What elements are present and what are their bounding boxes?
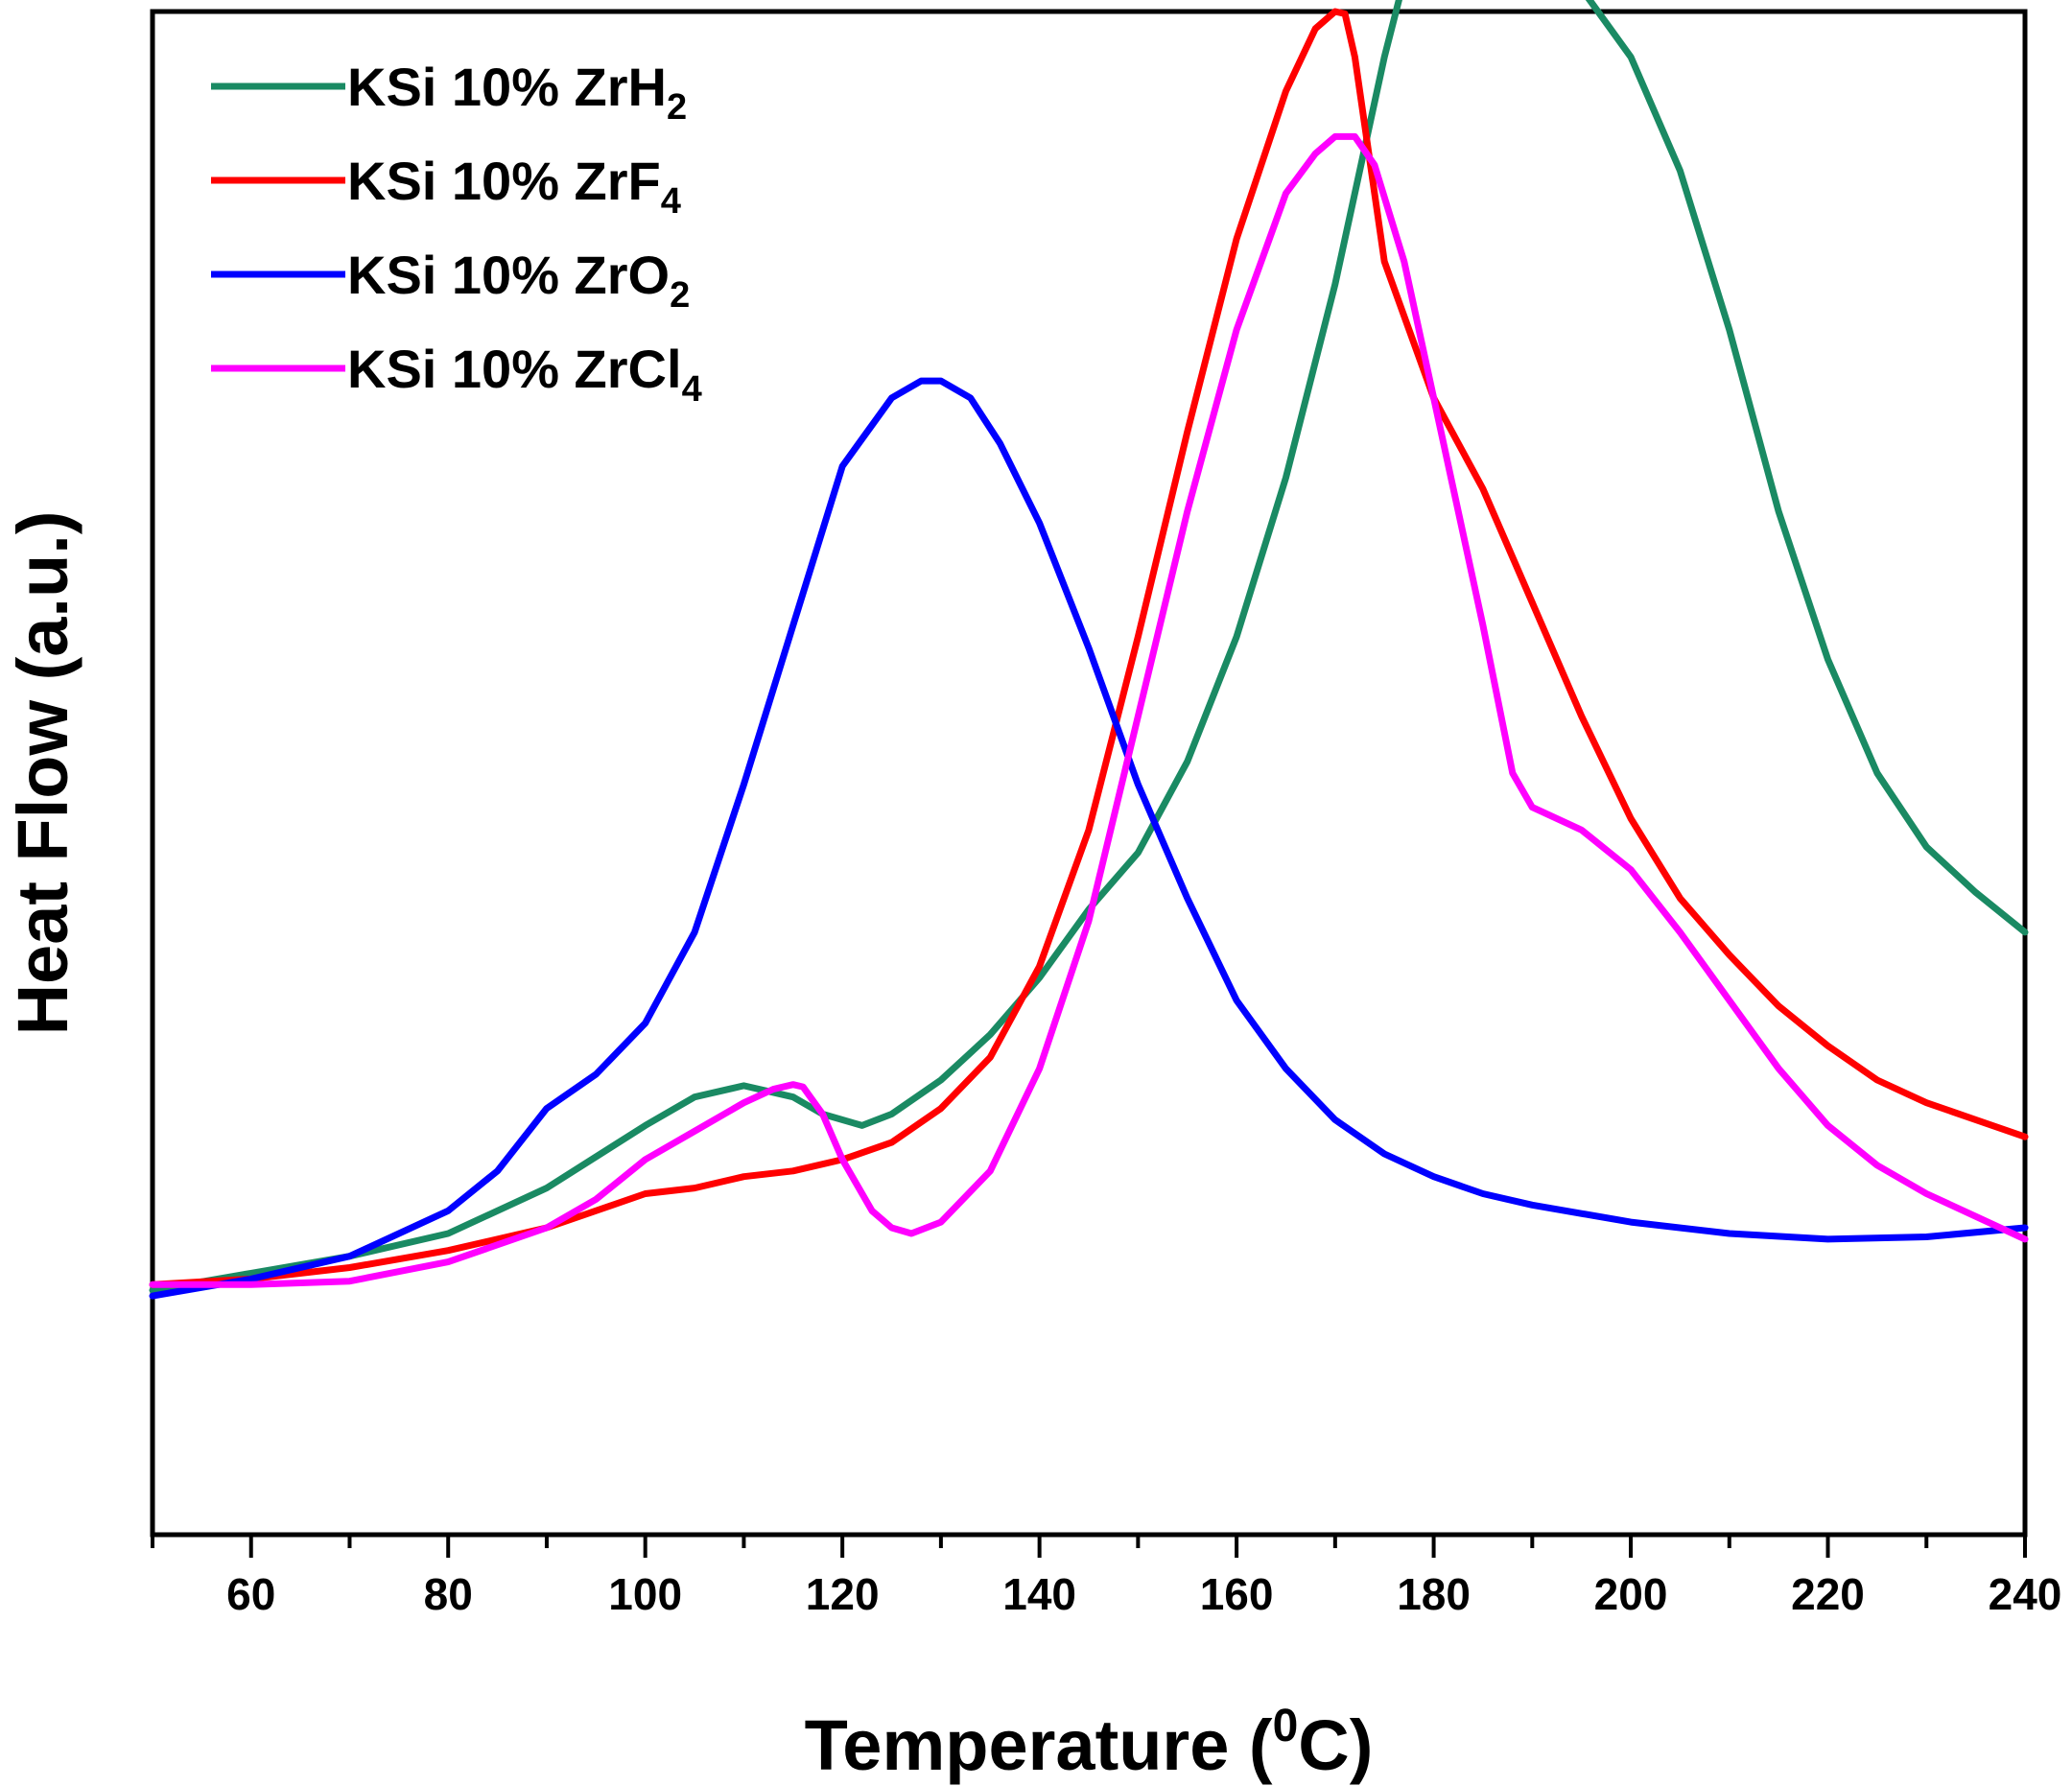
x-tick-label: 200	[1594, 1569, 1668, 1619]
plot-frame	[150, 9, 2028, 1538]
x-tick-label: 240	[1989, 1569, 2062, 1619]
series-line-3	[149, 377, 2029, 1300]
legend: KSi 10% ZrH2 KSi 10% ZrF4 KSi 10% ZrO2 KSi …	[211, 57, 702, 410]
legend-label-3: KSi 10% ZrO2	[347, 245, 690, 316]
series-line-1	[149, 0, 2029, 1294]
x-tick-label: 120	[806, 1569, 880, 1619]
series-line-4	[149, 132, 2029, 1288]
legend-label-1: KSi 10% ZrH2	[347, 57, 687, 128]
x-tick-label: 180	[1397, 1569, 1471, 1619]
series-line-2	[149, 8, 2029, 1288]
series-lines	[149, 0, 2029, 1300]
x-tick-label: 160	[1200, 1569, 1274, 1619]
x-tick-label: 60	[226, 1569, 275, 1619]
x-axis-title: Temperature (0C)	[805, 1701, 1374, 1785]
x-tick-label: 140	[1002, 1569, 1076, 1619]
x-tick-label: 80	[424, 1569, 473, 1619]
x-tick-label: 220	[1791, 1569, 1865, 1619]
legend-label-4: KSi 10% ZrCl4	[347, 339, 702, 410]
x-axis-ticks	[151, 1535, 2027, 1558]
x-axis-tick-labels: 60 80 100 120 140 160 180 200 220 240	[226, 1569, 2061, 1619]
x-tick-label: 100	[608, 1569, 682, 1619]
y-axis-title: Heat Flow (a.u.)	[3, 511, 82, 1036]
legend-label-2: KSi 10% ZrF4	[347, 151, 681, 222]
